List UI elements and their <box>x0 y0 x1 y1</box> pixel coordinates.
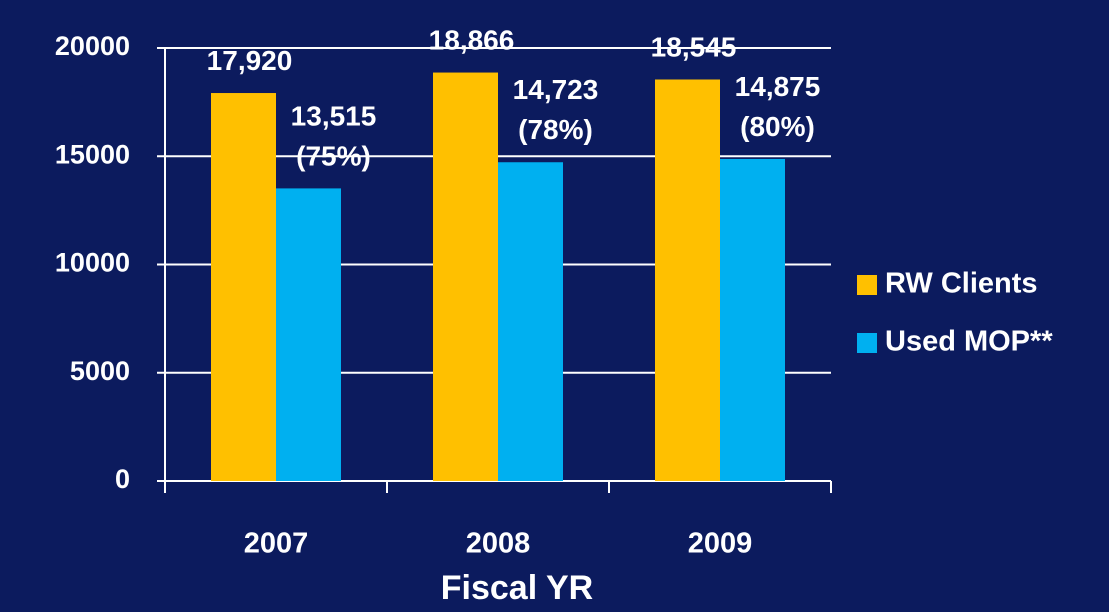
data-label-line: 13,515 <box>291 101 377 132</box>
data-label-line: (80%) <box>740 111 815 142</box>
data-label-line: 14,723 <box>513 75 599 106</box>
x-tick-label: 2009 <box>688 528 753 560</box>
data-label-line: 18,545 <box>651 32 737 63</box>
data-label-line: (78%) <box>518 115 593 146</box>
x-tick-label: 2008 <box>466 528 531 560</box>
data-label: 14,875 (80%) <box>735 71 821 142</box>
bar <box>276 188 341 481</box>
legend-label: RW Clients <box>885 268 1038 300</box>
bar <box>498 162 563 481</box>
data-label-line: 14,875 <box>735 71 821 102</box>
legend-swatch <box>857 333 877 353</box>
bar <box>720 158 785 482</box>
data-label-line: 18,866 <box>429 25 515 56</box>
data-label-line: (75%) <box>296 141 371 172</box>
data-label: 18,866 <box>429 25 515 56</box>
y-tick-label: 10000 <box>55 248 130 278</box>
legend-label: Used MOP** <box>885 326 1053 358</box>
data-label: 17,920 <box>207 45 293 76</box>
bar <box>433 72 498 482</box>
y-tick-label: 0 <box>115 464 130 494</box>
data-label: 18,545 <box>651 32 737 63</box>
bar <box>655 79 720 482</box>
bar <box>211 93 276 482</box>
data-label: 14,723 (78%) <box>513 75 599 146</box>
data-label: 13,515 (75%) <box>291 101 377 172</box>
y-tick-label: 5000 <box>70 356 130 386</box>
legend-swatch <box>857 275 877 295</box>
y-tick-label: 20000 <box>55 31 130 61</box>
data-label-line: 17,920 <box>207 45 293 76</box>
x-axis-title: Fiscal YR <box>441 569 593 607</box>
y-tick-label: 15000 <box>55 139 130 169</box>
x-tick-label: 2007 <box>244 528 309 560</box>
